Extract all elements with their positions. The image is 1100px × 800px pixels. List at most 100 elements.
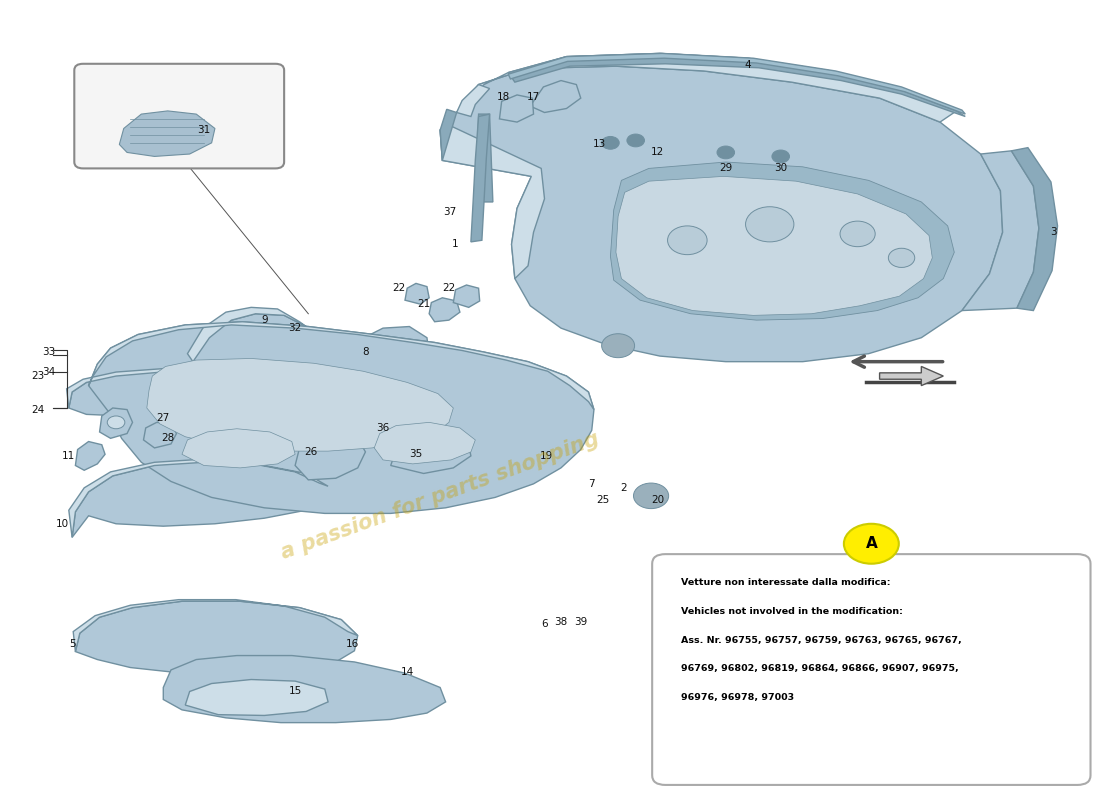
Circle shape [840, 221, 876, 246]
Text: 34: 34 [43, 367, 56, 377]
Text: 22: 22 [392, 283, 405, 293]
Text: 28: 28 [161, 434, 174, 443]
Text: 37: 37 [443, 207, 456, 218]
Text: 13: 13 [593, 139, 606, 150]
Text: 8: 8 [362, 347, 369, 357]
Polygon shape [616, 176, 933, 315]
Polygon shape [146, 358, 453, 451]
Polygon shape [100, 408, 132, 438]
Polygon shape [499, 95, 534, 122]
Text: a passion for parts shopping: a passion for parts shopping [278, 429, 602, 563]
Text: 39: 39 [574, 617, 587, 627]
Text: 36: 36 [376, 423, 389, 433]
FancyBboxPatch shape [652, 554, 1090, 785]
Text: 11: 11 [63, 451, 76, 461]
Text: Vehicles not involved in the modification:: Vehicles not involved in the modificatio… [681, 607, 903, 616]
Polygon shape [76, 442, 106, 470]
Text: 33: 33 [43, 347, 56, 357]
Polygon shape [363, 416, 427, 450]
Polygon shape [475, 114, 493, 202]
Text: 96769, 96802, 96819, 96864, 96866, 96907, 96975,: 96769, 96802, 96819, 96864, 96866, 96907… [681, 664, 958, 674]
Text: 4: 4 [745, 59, 751, 70]
Text: 10: 10 [56, 518, 69, 529]
Text: 2: 2 [620, 483, 627, 493]
Circle shape [844, 524, 899, 564]
Text: 35: 35 [409, 450, 422, 459]
Polygon shape [440, 126, 544, 278]
Text: 23: 23 [32, 371, 45, 381]
Text: 96976, 96978, 97003: 96976, 96978, 97003 [681, 693, 794, 702]
Polygon shape [76, 602, 358, 673]
Text: 9: 9 [261, 315, 267, 325]
Circle shape [668, 226, 707, 254]
Polygon shape [69, 371, 295, 416]
Text: 25: 25 [596, 495, 609, 505]
Polygon shape [610, 162, 955, 320]
Polygon shape [440, 110, 456, 161]
Text: 12: 12 [651, 147, 664, 158]
Polygon shape [295, 432, 365, 480]
Polygon shape [390, 428, 471, 474]
Polygon shape [69, 459, 328, 538]
Polygon shape [163, 655, 446, 722]
Polygon shape [374, 422, 475, 464]
Text: Vetture non interessate dalla modifica:: Vetture non interessate dalla modifica: [681, 578, 890, 587]
Text: 20: 20 [651, 495, 664, 505]
Polygon shape [182, 429, 295, 468]
FancyBboxPatch shape [75, 64, 284, 169]
Text: 15: 15 [288, 686, 301, 697]
Polygon shape [530, 81, 581, 113]
Text: 26: 26 [304, 447, 317, 457]
Polygon shape [185, 679, 328, 715]
Polygon shape [89, 322, 594, 410]
Polygon shape [471, 114, 490, 242]
Polygon shape [336, 326, 429, 386]
Circle shape [108, 416, 124, 429]
Polygon shape [192, 314, 310, 394]
Text: 38: 38 [554, 617, 568, 627]
Polygon shape [453, 285, 480, 307]
Text: 27: 27 [156, 413, 169, 422]
Circle shape [602, 137, 619, 150]
Text: Ass. Nr. 96755, 96757, 96759, 96763, 96765, 96767,: Ass. Nr. 96755, 96757, 96759, 96763, 967… [681, 635, 961, 645]
Text: 17: 17 [527, 91, 540, 102]
Text: 18: 18 [497, 91, 510, 102]
Polygon shape [89, 322, 594, 514]
Circle shape [772, 150, 790, 163]
Polygon shape [508, 54, 966, 117]
Polygon shape [67, 368, 284, 408]
Text: 32: 32 [288, 323, 301, 333]
Text: 7: 7 [588, 479, 595, 489]
Polygon shape [508, 54, 966, 114]
Text: 22: 22 [442, 283, 455, 293]
Polygon shape [456, 85, 490, 117]
Polygon shape [962, 151, 1038, 310]
Polygon shape [119, 111, 214, 157]
Text: 29: 29 [719, 163, 733, 174]
Text: 19: 19 [540, 451, 553, 461]
Circle shape [889, 248, 915, 267]
Polygon shape [880, 366, 944, 386]
Polygon shape [440, 66, 1002, 362]
Text: 3: 3 [1049, 227, 1056, 238]
Polygon shape [405, 283, 429, 304]
Text: 30: 30 [774, 163, 788, 174]
Text: 16: 16 [345, 638, 359, 649]
Circle shape [717, 146, 735, 159]
Text: 21: 21 [417, 299, 430, 309]
Text: 6: 6 [541, 618, 548, 629]
Text: 14: 14 [400, 666, 414, 677]
Polygon shape [143, 422, 176, 448]
Circle shape [602, 334, 635, 358]
Text: 24: 24 [32, 405, 45, 414]
Polygon shape [74, 600, 358, 651]
Polygon shape [456, 54, 957, 122]
Polygon shape [429, 298, 460, 322]
Text: 31: 31 [197, 125, 210, 135]
Text: 1: 1 [452, 239, 459, 250]
Polygon shape [187, 307, 306, 362]
Circle shape [746, 206, 794, 242]
Polygon shape [1011, 148, 1057, 310]
Text: A: A [866, 536, 877, 551]
Text: 5: 5 [69, 638, 76, 649]
